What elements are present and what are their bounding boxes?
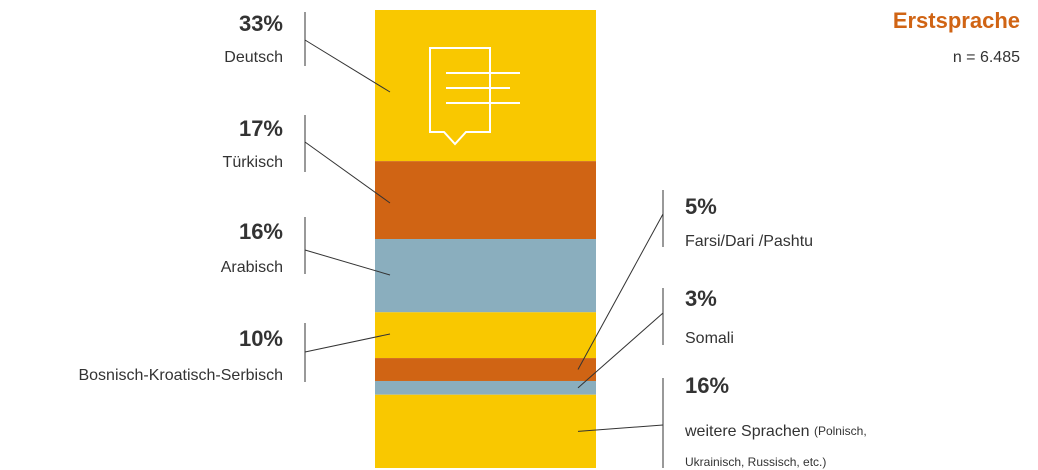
category-label: weitere Sprachen (Polnisch, — [684, 423, 867, 440]
icon — [429, 47, 520, 146]
bar-segment — [375, 239, 596, 313]
category-name: Arabisch — [221, 259, 283, 276]
leader-line — [577, 213, 664, 370]
category-label: Somali — [685, 330, 734, 347]
value-label: 10% — [239, 326, 283, 351]
bar-segment — [375, 312, 596, 359]
value-label: 33% — [239, 11, 283, 36]
bar-group — [375, 10, 596, 468]
category-name: Türkisch — [223, 154, 283, 171]
value-label: 5% — [685, 194, 717, 219]
category-name: Somali — [685, 330, 734, 347]
value-label: 16% — [239, 219, 283, 244]
bar-segment — [375, 10, 596, 162]
bar-segment — [375, 394, 596, 468]
category-note: Ukrainisch, Russisch, etc.) — [685, 455, 826, 469]
leader-line — [577, 424, 664, 432]
bar-segment — [375, 161, 596, 239]
leader-line — [304, 333, 391, 353]
leader-line — [304, 141, 391, 204]
leader-line — [304, 39, 391, 93]
category-label: Farsi/Dari /Pashtu — [685, 233, 813, 250]
category-name: Farsi/Dari /Pashtu — [685, 233, 813, 250]
category-label: Bosnisch-Kroatisch-Serbisch — [78, 367, 283, 384]
category-name: Deutsch — [224, 49, 283, 66]
category-label: Arabisch — [221, 259, 283, 276]
value-label: 16% — [685, 373, 729, 398]
value-label: 3% — [685, 286, 717, 311]
leader-line — [304, 249, 391, 276]
category-name: Bosnisch-Kroatisch-Serbisch — [78, 367, 283, 384]
category-note: (Polnisch, — [814, 424, 867, 438]
value-label: 17% — [239, 116, 283, 141]
chart-subtitle: n = 6.485 — [953, 49, 1020, 66]
chart-title: Erstsprache — [893, 8, 1020, 33]
category-name: weitere Sprachen — [684, 423, 810, 440]
bar-segment — [375, 358, 596, 381]
bar-segment — [375, 380, 596, 395]
category-label: Türkisch — [223, 154, 283, 171]
leader-line — [577, 312, 664, 389]
category-label: Deutsch — [224, 49, 283, 66]
